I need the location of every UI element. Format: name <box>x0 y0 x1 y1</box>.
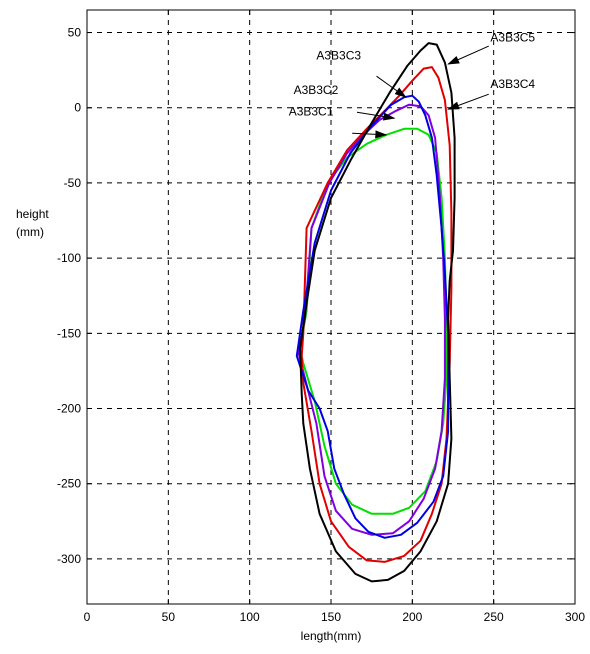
x-tick-label: 250 <box>484 610 504 624</box>
series-line-a3b3c1 <box>299 127 448 515</box>
x-tick-label: 200 <box>402 610 422 624</box>
x-axis-title: length(mm) <box>301 629 362 643</box>
annotation-arrow <box>376 75 407 98</box>
y-tick-label: 50 <box>68 26 82 40</box>
y-tick-label: 0 <box>74 101 81 115</box>
axis-ticks: 0 50 100 150 200 250 300 50 0 -50 -100 -150 -200 -250… <box>57 10 585 624</box>
x-tick-label: 300 <box>565 610 585 624</box>
y-tick-label: -50 <box>64 176 82 190</box>
y-tick-label: -250 <box>57 477 81 491</box>
y-tick-label: -100 <box>57 251 81 265</box>
annotation-arrow <box>356 111 396 121</box>
x-tick-label: 50 <box>162 610 176 624</box>
x-tick-label: 100 <box>240 610 260 624</box>
series-line-a3b3c5 <box>299 42 456 583</box>
annotations-group: A3B3C5 A3B3C4 A3B3C3 A3B3C2 A3B3C1 <box>289 31 535 139</box>
x-tick-label: 0 <box>84 610 91 624</box>
annotation-label: A3B3C2 <box>294 83 339 97</box>
annotation-label: A3B3C5 <box>490 31 535 45</box>
annotation-arrow <box>447 93 489 110</box>
y-axis-title-line2: (mm) <box>16 225 44 239</box>
y-tick-label: -150 <box>57 326 81 340</box>
annotation-arrow <box>447 45 489 65</box>
annotation-label: A3B3C4 <box>490 77 535 91</box>
x-tick-label: 150 <box>321 610 341 624</box>
y-tick-label: -300 <box>57 552 81 566</box>
annotation-arrow <box>352 130 388 139</box>
annotation-label: A3B3C3 <box>316 49 361 63</box>
annotation-label: A3B3C1 <box>289 104 334 118</box>
y-tick-label: -200 <box>57 402 81 416</box>
y-axis-title-line1: height <box>16 207 49 221</box>
